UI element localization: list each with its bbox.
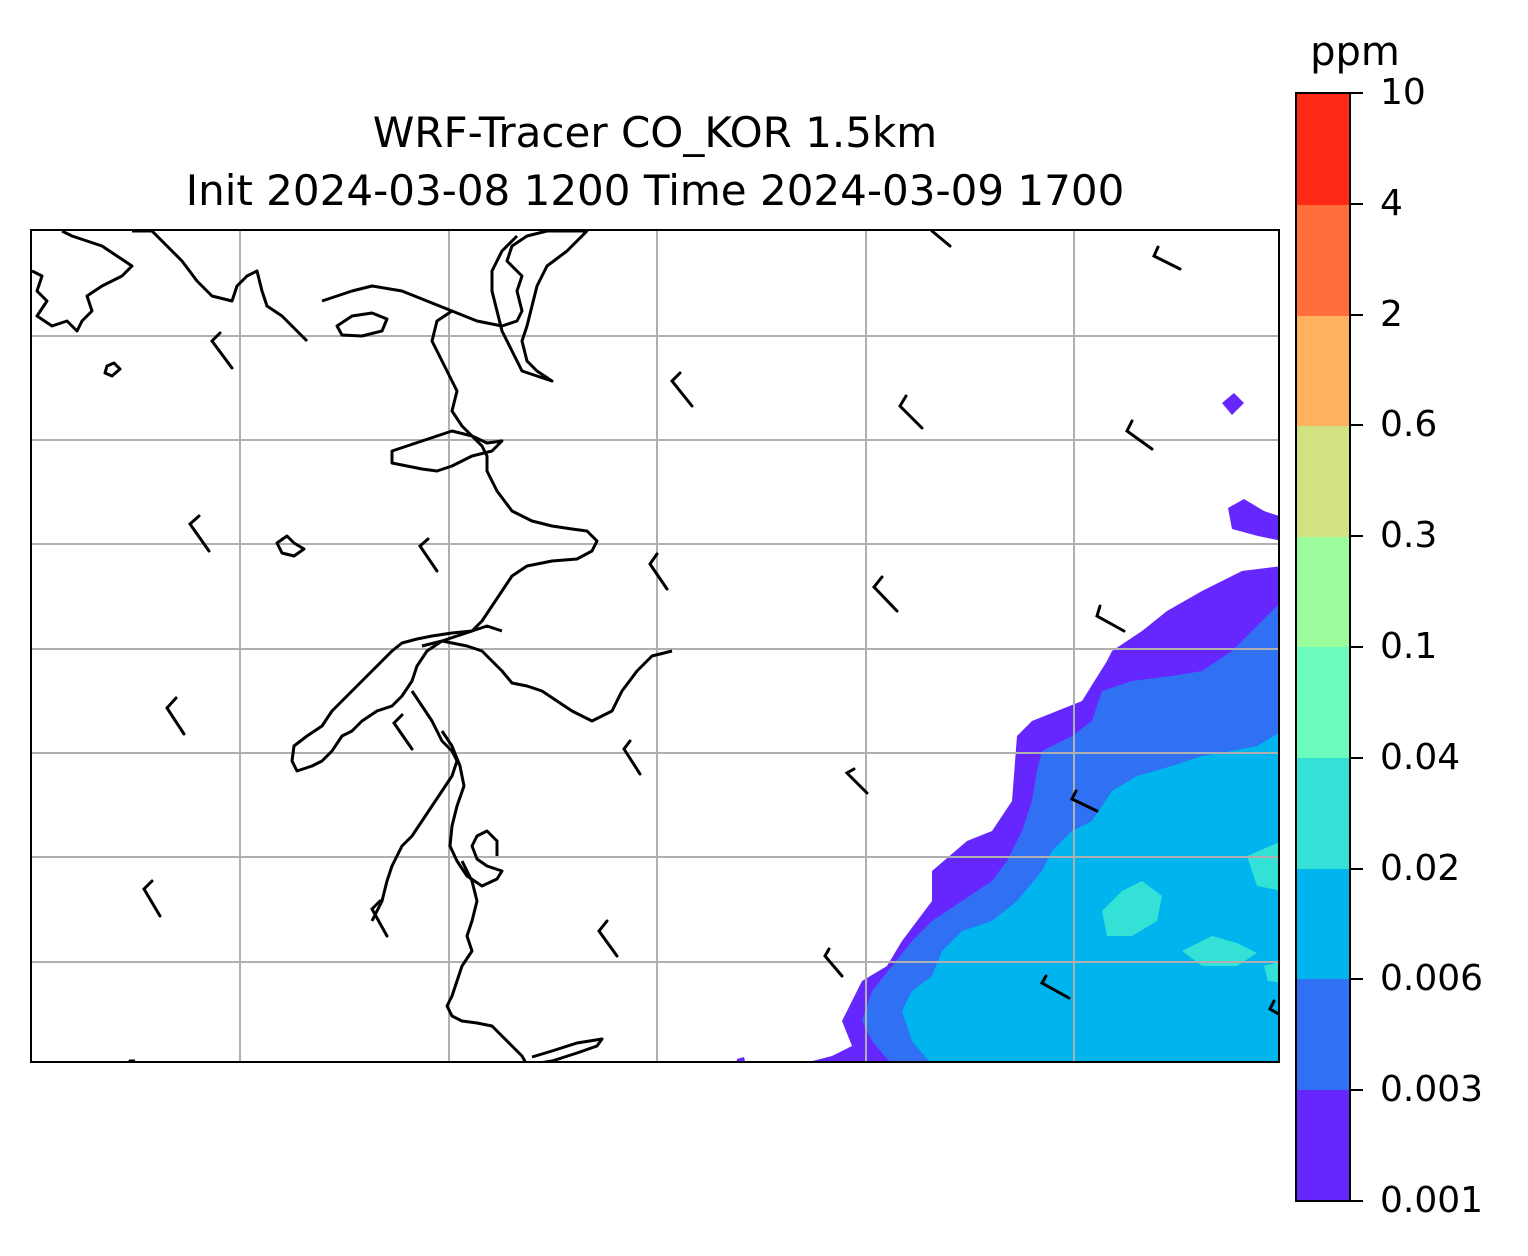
wind-barb (370, 899, 389, 938)
coastline-north-3 (321, 231, 548, 328)
wind-barb (622, 739, 642, 776)
contour-spot-0-001-a (1222, 393, 1244, 415)
colorbar-tick-label: 0.003 (1380, 1069, 1484, 1111)
coastline-north (32, 231, 134, 333)
colorbar-segment (1297, 647, 1349, 759)
coastline-south-west (370, 690, 459, 922)
contour-band-0-02-c (1247, 842, 1278, 891)
colorbar-tick (1351, 313, 1363, 316)
colorbar-tick (1351, 646, 1363, 648)
wind-barb (669, 371, 694, 408)
contour-band-0-02-a (1102, 881, 1162, 936)
colorbar-tick (1351, 535, 1363, 538)
colorbar-segment (1297, 868, 1349, 980)
coastline-island-small (335, 311, 389, 338)
colorbar-tick (1351, 202, 1363, 205)
colorbar-tick-label: 4 (1380, 182, 1403, 224)
tracer-contours (736, 393, 1278, 1061)
colorbar-unit-label: ppm (1310, 29, 1400, 75)
wind-barb (823, 947, 844, 978)
colorbar-segment (1297, 1089, 1349, 1200)
coastline-south-arm (440, 730, 504, 888)
wind-barb (142, 879, 162, 918)
wind-barb (930, 231, 952, 248)
colorbar-tick-label: 10 (1380, 72, 1426, 113)
wind-barb (1039, 974, 1071, 1000)
wind-barb (418, 537, 439, 573)
map-title-line1: WRF-Tracer CO_KOR 1.5km (372, 108, 938, 157)
coastline-bay (421, 309, 599, 648)
colorbar-segment (1297, 978, 1349, 1090)
wind-barb (844, 767, 869, 795)
colorbar-tick-label: 0.001 (1380, 1180, 1484, 1221)
wind-barbs (142, 231, 1278, 1016)
colorbar-segment (1297, 94, 1349, 206)
map-title-line2: Init 2024-03-08 1200 Time 2024-03-09 170… (185, 166, 1125, 215)
contour-band-0-006 (902, 733, 1278, 1061)
colorbar-segment (1297, 204, 1349, 316)
colorbar-tick (1351, 756, 1363, 759)
colorbar-tick (1351, 424, 1363, 427)
wind-barb (1069, 789, 1099, 813)
contour-band-0-02-b (1182, 936, 1257, 966)
contour-spot-0-001-c (736, 1057, 745, 1061)
map-panel (30, 229, 1280, 1063)
colorbar-tick-label: 0.1 (1380, 626, 1438, 667)
coastline-south-spit (531, 1037, 604, 1061)
colorbar-tick-label: 0.04 (1380, 736, 1461, 778)
colorbar-segment (1297, 757, 1349, 869)
coastline-west-mid (390, 429, 504, 473)
coastlines (32, 231, 673, 1061)
colorbar-tick (1351, 1089, 1363, 1092)
wind-barb (1268, 999, 1278, 1016)
wind-barb (872, 575, 899, 613)
wind-barb (1095, 604, 1126, 633)
wind-barb (1125, 419, 1154, 451)
map-canvas (32, 231, 1278, 1061)
colorbar-segment (1297, 315, 1349, 427)
contour-spot-0-001-b (1228, 499, 1278, 541)
coastline-north-2 (132, 231, 309, 343)
coastline-dot-1 (103, 361, 122, 378)
colorbar-tick-label: 0.006 (1380, 958, 1484, 1000)
colorbar-tick-label: 0.02 (1380, 847, 1461, 889)
colorbar-segment (1297, 425, 1349, 537)
gridlines (32, 231, 1278, 1061)
wind-barb (648, 552, 669, 591)
colorbar-tick (1351, 978, 1363, 981)
coastline-corner (128, 1059, 135, 1061)
wind-barb (597, 919, 619, 958)
colorbar (1295, 92, 1351, 1202)
wind-barb (165, 696, 186, 736)
wind-barb (188, 514, 211, 553)
colorbar-tick (1351, 867, 1363, 870)
wind-barb (1152, 245, 1182, 271)
wind-barb (898, 394, 924, 430)
colorbar-tick-label: 0.6 (1380, 404, 1438, 446)
colorbar-segment (1297, 536, 1349, 648)
wind-barb (210, 331, 234, 370)
coastline-dot-2 (275, 534, 306, 558)
colorbar-tick (1351, 1200, 1363, 1202)
coastline-peninsula (290, 624, 673, 773)
contour-band-0-02-d (1264, 962, 1278, 983)
coastline-south-tip (445, 860, 527, 1061)
coastline-river (490, 231, 589, 383)
colorbar-tick-label: 0.3 (1380, 515, 1438, 557)
colorbar-tick-label: 2 (1380, 293, 1403, 335)
colorbar-tick (1351, 92, 1363, 94)
wind-barb (392, 713, 414, 751)
